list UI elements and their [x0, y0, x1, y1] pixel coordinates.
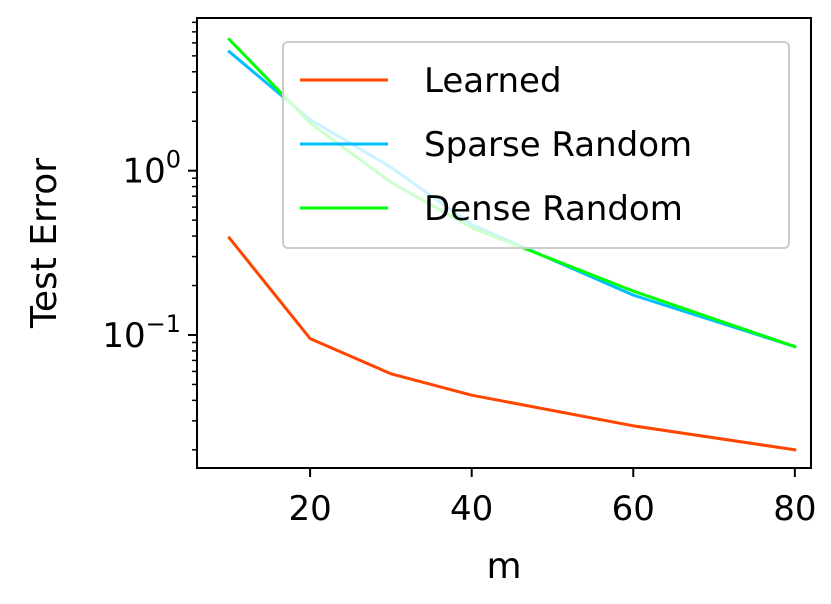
legend: Learned Sparse Random Dense Random — [282, 41, 790, 249]
legend-label-0: Learned — [424, 61, 562, 101]
legend-box — [282, 41, 790, 249]
x-axis-label: m — [486, 546, 521, 587]
x-axis: 20 40 60 80 — [288, 468, 816, 529]
y-axis: 10−1 100 — [102, 21, 197, 451]
y-axis-label: Test Error — [24, 158, 65, 329]
y-tick-label: 100 — [122, 146, 181, 192]
series-line-0 — [227, 235, 797, 452]
x-tick-label: 20 — [288, 489, 331, 529]
x-tick-label: 60 — [612, 489, 655, 529]
x-tick-label: 40 — [450, 489, 493, 529]
plot-frame — [196, 17, 812, 469]
y-tick-label: 10−1 — [102, 310, 181, 356]
legend-label-1: Sparse Random — [424, 125, 692, 165]
legend-label-2: Dense Random — [424, 189, 683, 229]
x-tick-label: 80 — [773, 489, 816, 529]
